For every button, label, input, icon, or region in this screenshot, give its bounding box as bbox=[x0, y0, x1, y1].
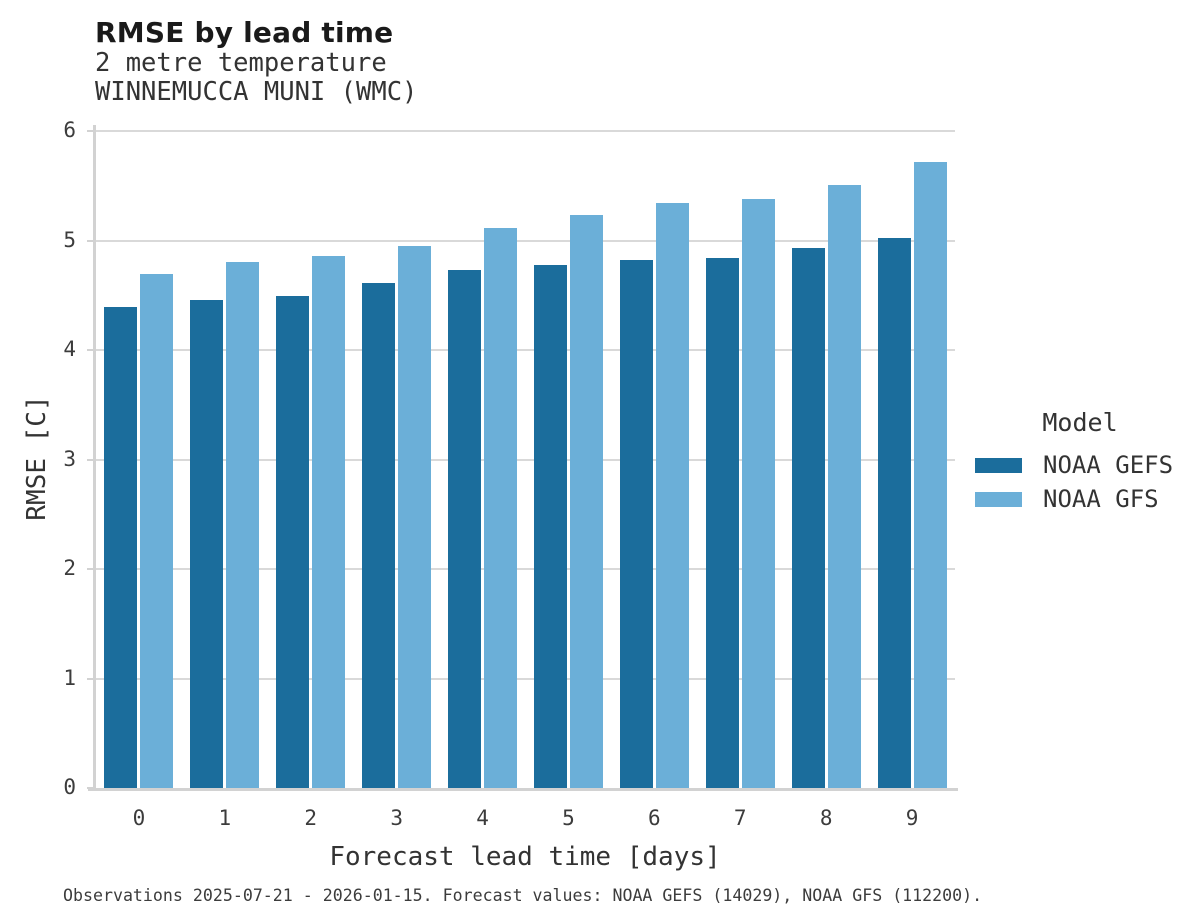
y-tick-label-4: 4 bbox=[63, 337, 76, 361]
y-tick-mark-6 bbox=[87, 130, 93, 132]
legend-label-noaa-gefs: NOAA GEFS bbox=[1043, 451, 1174, 479]
bar-noaa-gfs-lead-4 bbox=[484, 228, 518, 788]
bar-noaa-gfs-lead-0 bbox=[140, 274, 174, 788]
bar-noaa-gefs-lead-4 bbox=[448, 270, 482, 788]
legend-label-noaa-gfs: NOAA GFS bbox=[1043, 485, 1159, 513]
x-axis-title: Forecast lead time [days] bbox=[329, 842, 721, 872]
bar-noaa-gefs-lead-7 bbox=[705, 258, 739, 788]
bar-noaa-gfs-lead-7 bbox=[741, 198, 775, 788]
bar-noaa-gefs-lead-3 bbox=[362, 283, 396, 788]
legend-items: NOAA GEFS NOAA GFS bbox=[975, 448, 1185, 516]
legend-item-noaa-gefs: NOAA GEFS bbox=[975, 448, 1185, 482]
x-tick-label-1: 1 bbox=[218, 806, 232, 830]
y-tick-label-5: 5 bbox=[63, 227, 76, 252]
x-tick-label-6: 6 bbox=[648, 806, 661, 830]
y-tick-mark-3 bbox=[87, 458, 93, 461]
gridline-y-5 bbox=[96, 239, 955, 242]
y-tick-mark-0 bbox=[87, 787, 93, 789]
footer-caption: Observations 2025-07-21 - 2026-01-15. Fo… bbox=[63, 886, 983, 905]
title-block: RMSE by lead time 2 metre temperature WI… bbox=[95, 16, 417, 107]
gridline-y-2 bbox=[96, 568, 955, 570]
legend-swatch-noaa-gfs bbox=[975, 491, 1022, 507]
gridline-y-6 bbox=[96, 130, 955, 132]
chart-subtitle-line2: WINNEMUCCA MUNI (WMC) bbox=[95, 77, 418, 107]
x-tick-label-0: 0 bbox=[132, 806, 146, 830]
y-axis-line bbox=[93, 125, 96, 791]
legend-swatch-noaa-gefs bbox=[975, 457, 1022, 473]
bar-noaa-gfs-lead-2 bbox=[312, 255, 346, 788]
bar-noaa-gfs-lead-5 bbox=[569, 215, 603, 788]
chart-subtitle-line1: 2 metre temperature bbox=[95, 48, 387, 78]
y-tick-mark-1 bbox=[87, 677, 93, 680]
y-tick-mark-2 bbox=[87, 568, 93, 570]
plot-area bbox=[87, 125, 958, 791]
y-tick-label-2: 2 bbox=[63, 556, 76, 580]
legend-title: Model bbox=[1042, 408, 1118, 437]
y-tick-mark-5 bbox=[87, 239, 93, 242]
gridline-y-3 bbox=[96, 458, 955, 461]
chart-title: RMSE by lead time bbox=[95, 16, 394, 49]
x-tick-label-8: 8 bbox=[819, 806, 833, 830]
bar-noaa-gfs-lead-6 bbox=[655, 203, 689, 788]
x-axis-line bbox=[88, 788, 958, 791]
bar-noaa-gefs-lead-2 bbox=[276, 296, 310, 788]
x-tick-label-9: 9 bbox=[905, 806, 919, 830]
x-tick-label-7: 7 bbox=[733, 806, 747, 830]
y-tick-mark-4 bbox=[87, 349, 93, 351]
x-tick-label-2: 2 bbox=[304, 806, 318, 830]
legend-item-noaa-gfs: NOAA GFS bbox=[975, 482, 1185, 516]
x-tick-label-5: 5 bbox=[562, 806, 575, 830]
bar-noaa-gefs-lead-6 bbox=[619, 260, 653, 788]
bar-noaa-gfs-lead-9 bbox=[913, 161, 947, 788]
bar-noaa-gfs-lead-3 bbox=[398, 245, 432, 788]
y-tick-label-3: 3 bbox=[63, 446, 76, 471]
bar-noaa-gfs-lead-8 bbox=[827, 184, 861, 788]
bar-noaa-gfs-lead-1 bbox=[226, 262, 260, 788]
bar-noaa-gefs-lead-8 bbox=[791, 248, 825, 788]
gridline-y-4 bbox=[96, 349, 955, 351]
legend: Model NOAA GEFS NOAA GFS bbox=[975, 408, 1185, 516]
y-tick-label-1: 1 bbox=[63, 665, 76, 690]
y-tick-label-6: 6 bbox=[63, 118, 76, 142]
bar-noaa-gefs-lead-1 bbox=[190, 299, 224, 788]
y-tick-label-0: 0 bbox=[63, 775, 76, 799]
bar-noaa-gefs-lead-0 bbox=[104, 307, 138, 788]
x-tick-label-4: 4 bbox=[476, 806, 489, 830]
x-tick-label-3: 3 bbox=[390, 806, 403, 830]
gridline-y-1 bbox=[96, 677, 955, 680]
bar-noaa-gefs-lead-9 bbox=[877, 238, 911, 788]
bar-noaa-gefs-lead-5 bbox=[533, 264, 567, 788]
